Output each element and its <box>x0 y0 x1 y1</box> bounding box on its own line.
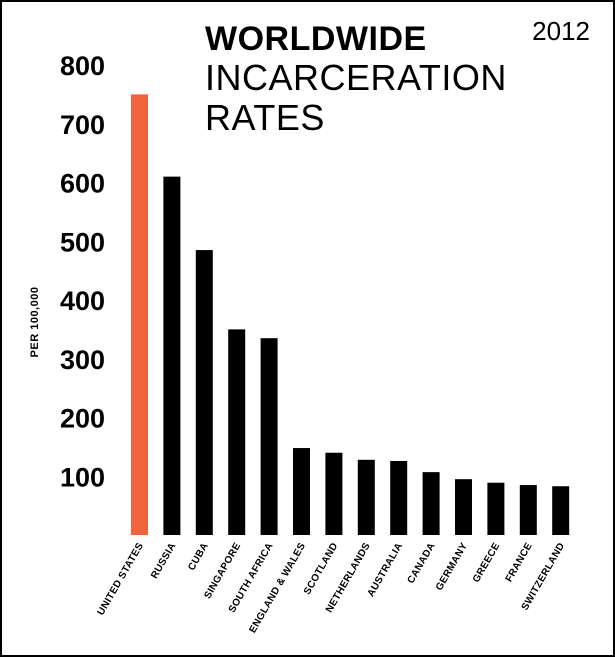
bar <box>195 250 213 535</box>
bar <box>390 460 408 535</box>
y-axis-label: PER 100,000 <box>29 287 41 358</box>
bar <box>228 329 246 535</box>
bar <box>357 459 375 535</box>
y-tick-label: 500 <box>60 227 105 257</box>
chart-title-line2: INCARCERATION <box>205 57 507 98</box>
y-tick-label: 100 <box>60 462 105 492</box>
chart-title-line1: WORLDWIDE <box>205 20 427 58</box>
x-tick-label: UNITED STATES <box>96 541 146 617</box>
x-tick-label: CANADA <box>406 541 438 586</box>
x-tick-label: CUBA <box>186 541 211 573</box>
y-tick-label: 800 <box>60 51 105 81</box>
x-tick-label: ENGLAND & WALES <box>247 541 308 635</box>
y-tick-label: 200 <box>60 404 105 434</box>
bars-group <box>131 94 570 535</box>
x-tick-label: GERMANY <box>434 541 470 593</box>
bar <box>519 485 537 535</box>
bar <box>422 472 440 535</box>
x-tick-label: GREECE <box>471 541 503 585</box>
y-tick-label: 400 <box>60 286 105 316</box>
bar <box>552 486 570 535</box>
bar <box>455 479 472 535</box>
y-tick-label: 700 <box>60 110 105 140</box>
x-tick-label: AUSTRALIA <box>366 541 406 599</box>
bar <box>163 176 181 535</box>
bar <box>131 94 148 535</box>
bar <box>260 338 278 535</box>
bar <box>293 448 310 535</box>
x-tick-label: RUSSIA <box>149 541 178 581</box>
y-axis-ticks: 100 200 300 400 500 600 700 800 <box>60 51 105 492</box>
y-tick-label: 600 <box>60 169 105 199</box>
chart-title-line3: RATES <box>205 97 325 138</box>
bar <box>487 482 505 535</box>
x-tick-label: FRANCE <box>504 541 535 584</box>
bar <box>325 452 343 535</box>
x-tick-label: SCOTLAND <box>302 541 341 597</box>
chart-year: 2012 <box>532 16 590 46</box>
y-tick-label: 300 <box>60 345 105 375</box>
